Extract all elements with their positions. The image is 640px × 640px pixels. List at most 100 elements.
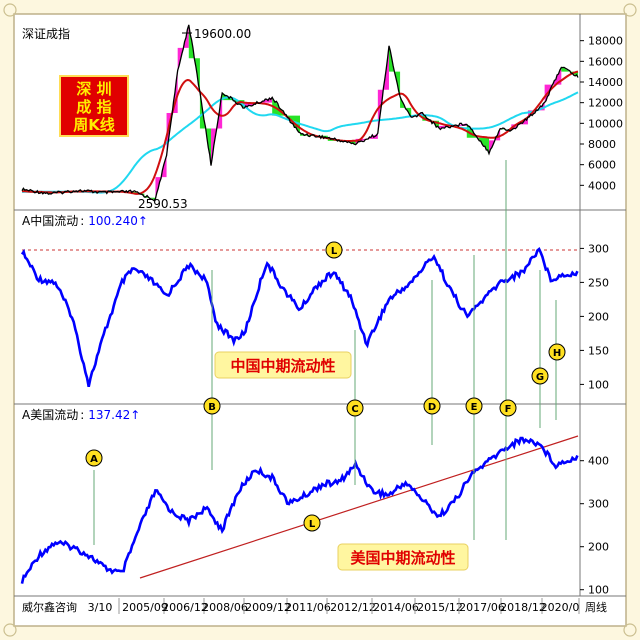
footer-date: 2020/0 xyxy=(541,601,580,614)
y-tick-label: 300 xyxy=(588,242,609,255)
marker-b-letter: B xyxy=(208,402,216,413)
china-value: 100.240 xyxy=(88,214,138,228)
badge-line-1: 深 圳 xyxy=(76,80,111,98)
footer-date: 2017/06 xyxy=(459,601,505,614)
us-arrow: ↑ xyxy=(130,408,140,422)
marker-e-letter: E xyxy=(471,402,478,413)
top-panel: 深证成指 4000 6000 8000 10000 12000 14000 16000 180… xyxy=(21,24,623,211)
badge-line-2: 成 指 xyxy=(76,98,111,116)
marker-l-us-letter: L xyxy=(309,519,316,530)
y-tick-label: 12000 xyxy=(588,97,623,110)
y-tick-label: 100 xyxy=(588,378,609,391)
y-tick-label: 14000 xyxy=(588,76,623,89)
y-tick-label: 150 xyxy=(588,344,609,357)
bottom-y-axis: 100 200 300 400 xyxy=(580,455,609,597)
footer-date: 2015/12 xyxy=(417,601,463,614)
y-tick-label: 10000 xyxy=(588,117,623,130)
footer-date: 2005/09 xyxy=(122,601,168,614)
top-panel-title: 深证成指 xyxy=(22,26,70,41)
marker-h-disc xyxy=(548,343,566,361)
y-tick-label: 16000 xyxy=(588,55,623,68)
y-tick-label: 6000 xyxy=(588,159,616,172)
china-arrow: ↑ xyxy=(138,214,148,228)
marker-l-china: L xyxy=(325,241,343,259)
marker-a-disc xyxy=(85,449,103,467)
us-liquidity-label: A美国流动:137.42↑ xyxy=(22,408,140,422)
china-caption-text: 中国中期流动性 xyxy=(230,357,335,375)
corner-ornament xyxy=(623,3,637,17)
footer-date: 3/10 xyxy=(88,601,113,614)
corner-ornaments xyxy=(3,3,637,637)
badge-line-3: 周K线 xyxy=(73,116,115,134)
footer-axis: 威尔鑫咨询 3/10 2005/092006/122008/062009/1220… xyxy=(22,598,607,614)
us-trend-line xyxy=(139,435,579,579)
us-label-text: A美国流动 xyxy=(22,408,78,422)
y-tick-label: 250 xyxy=(588,276,609,289)
marker-a: A xyxy=(85,449,103,467)
footer-period: 周线 xyxy=(585,600,607,614)
marker-f: F xyxy=(499,399,517,417)
badge-box xyxy=(59,75,129,137)
footer-date: 2008/06 xyxy=(202,601,248,614)
corner-ornament xyxy=(3,3,17,17)
china-liquidity-line xyxy=(20,247,579,388)
y-tick-label: 200 xyxy=(588,310,609,323)
china-caption-box xyxy=(214,351,352,379)
marker-d: D xyxy=(423,397,441,415)
footer-date: 2018/12 xyxy=(500,601,546,614)
marker-b: B xyxy=(203,397,221,415)
marker-l-china-disc xyxy=(325,241,343,259)
middle-panel: A中国流动:100.240↑ 100 150 200 250 300 中国中期流动性 xyxy=(20,213,609,391)
marker-g-letter: G xyxy=(536,372,544,383)
index-badge: 深 圳 成 指 周K线 xyxy=(59,75,129,137)
marker-l-us: L xyxy=(303,514,321,532)
china-caption: 中国中期流动性 xyxy=(214,351,352,379)
us-caption-box xyxy=(337,543,469,571)
footer-source: 威尔鑫咨询 xyxy=(22,600,77,614)
marker-c-disc xyxy=(346,399,364,417)
us-caption-text: 美国中期流动性 xyxy=(350,549,455,567)
marker-l-us-disc xyxy=(303,514,321,532)
footer-date: 2009/12 xyxy=(245,601,291,614)
low-label: 2590.53 xyxy=(138,197,188,211)
fall-fill xyxy=(500,128,512,131)
marker-d-letter: D xyxy=(428,402,436,413)
marker-d-disc xyxy=(423,397,441,415)
top-y-axis: 4000 6000 8000 10000 12000 14000 16000 18000 xyxy=(580,35,623,192)
y-tick-label: 300 xyxy=(588,498,609,511)
marker-l-china-letter: L xyxy=(331,246,338,257)
y-tick-label: 400 xyxy=(588,455,609,468)
markers: A B C D E F G H L L xyxy=(85,241,566,532)
marker-g-disc xyxy=(531,367,549,385)
corner-ornament xyxy=(3,623,17,637)
china-label-text: A中国流动 xyxy=(22,213,78,228)
footer-date: 2011/06 xyxy=(285,601,331,614)
y-tick-label: 200 xyxy=(588,541,609,554)
marker-e: E xyxy=(465,397,483,415)
corner-ornament xyxy=(623,623,637,637)
moving-average-cyan xyxy=(22,91,579,194)
marker-a-letter: A xyxy=(90,454,98,465)
rise-fill xyxy=(439,123,467,129)
middle-y-axis: 100 150 200 250 300 xyxy=(580,242,609,391)
china-liquidity-label: A中国流动:100.240↑ xyxy=(22,213,148,228)
footer-date: 2012/12 xyxy=(330,601,376,614)
us-liquidity-line xyxy=(20,436,579,584)
us-value: 137.42 xyxy=(88,408,130,422)
y-tick-label: 8000 xyxy=(588,138,616,151)
peak-label: 19600.00 xyxy=(194,27,251,41)
marker-c-letter: C xyxy=(351,404,358,415)
marker-h-letter: H xyxy=(553,348,561,359)
marker-f-letter: F xyxy=(505,404,512,415)
y-tick-label: 18000 xyxy=(588,35,623,48)
marker-c: C xyxy=(346,399,364,417)
y-tick-label: 100 xyxy=(588,584,609,597)
marker-f-disc xyxy=(499,399,517,417)
marker-g: G xyxy=(531,367,549,385)
footer-date: 2006/12 xyxy=(162,601,208,614)
china-label-colon: : xyxy=(80,214,84,228)
bottom-panel: A美国流动:137.42↑ 100 200 300 400 美国中期流动性 xyxy=(20,408,609,597)
marker-b-disc xyxy=(203,397,221,415)
marker-h: H xyxy=(548,343,566,361)
